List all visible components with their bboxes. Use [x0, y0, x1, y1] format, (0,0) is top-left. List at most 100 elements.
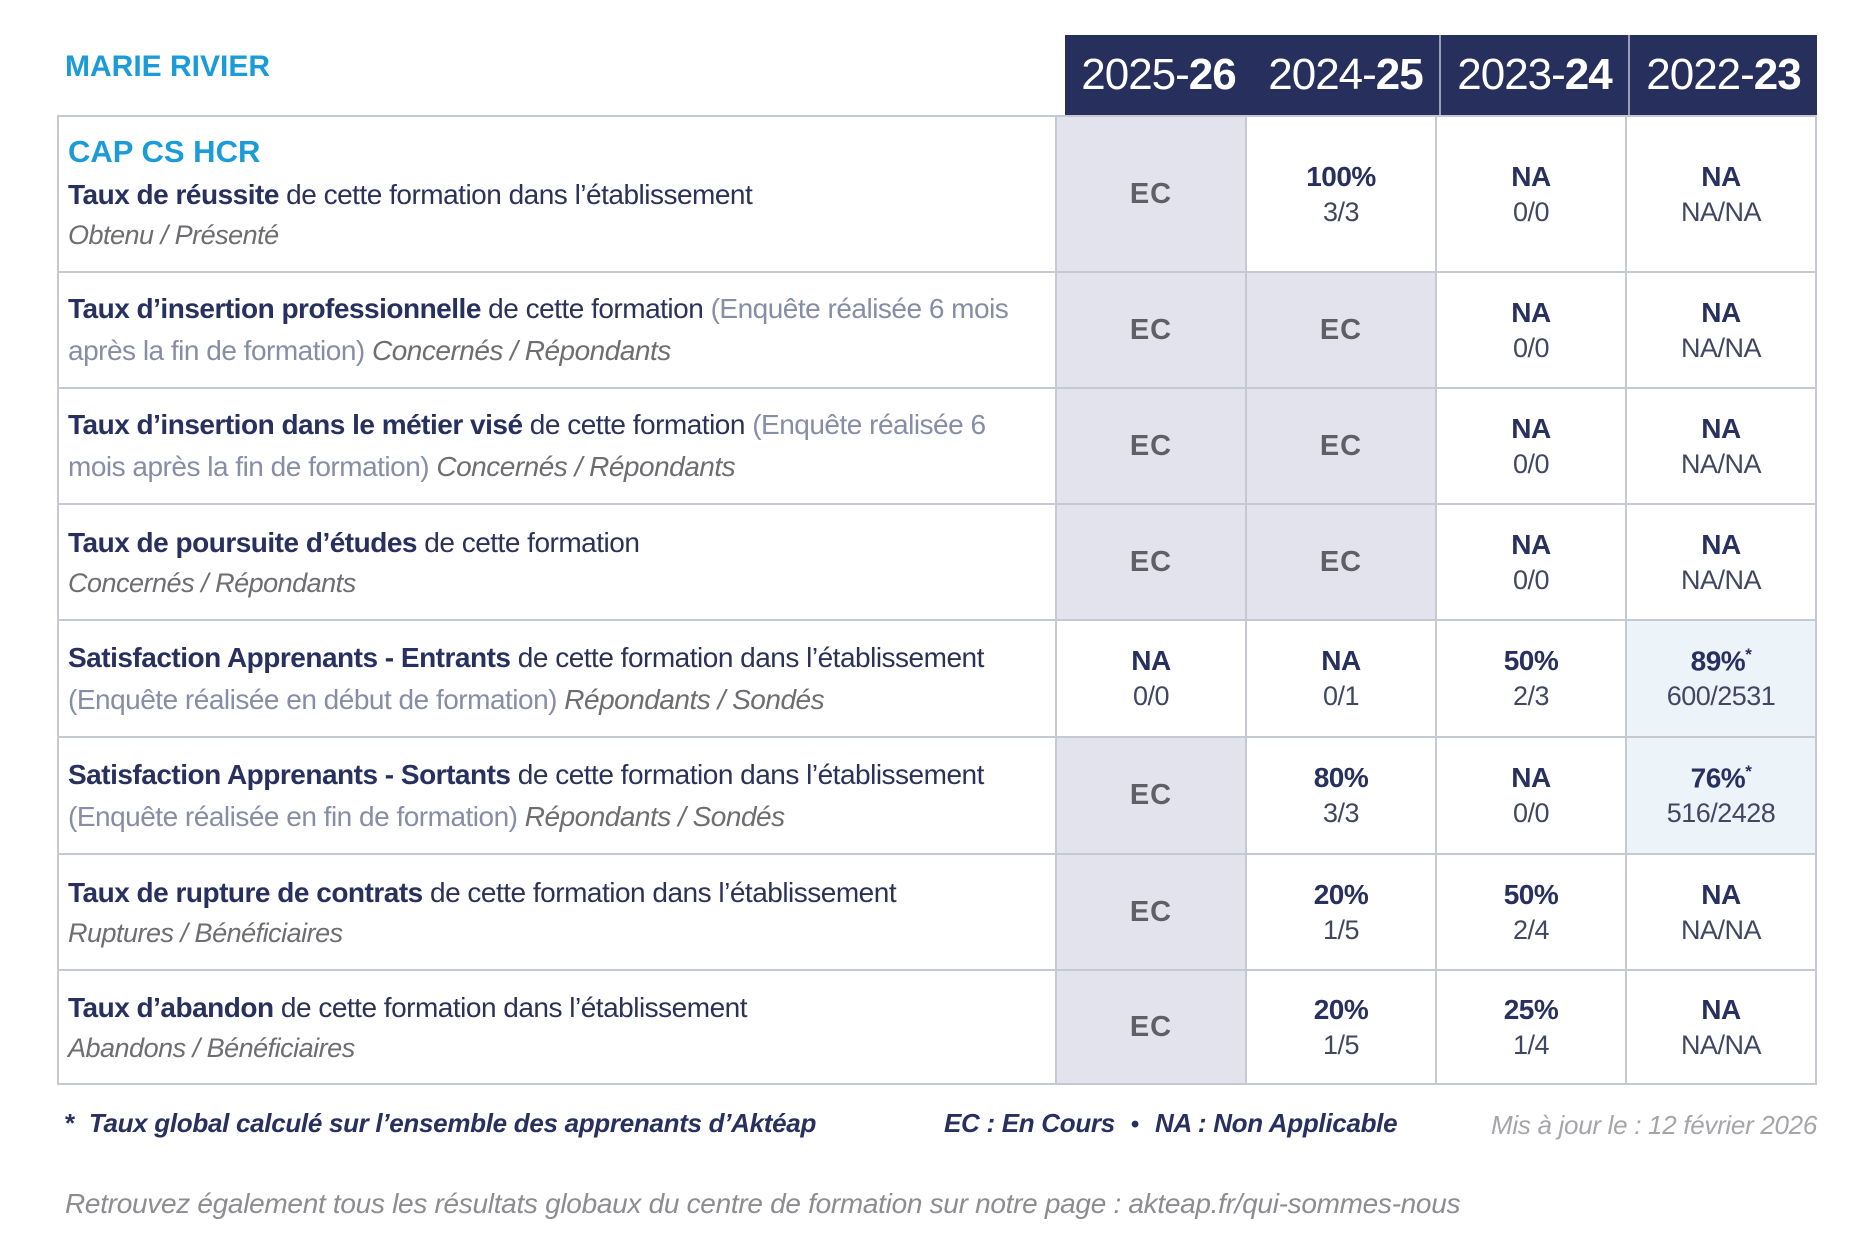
metric-subtitle: Concernés / Répondants [436, 451, 736, 482]
cell-value: 80% [1314, 762, 1369, 794]
status-value: EC [1129, 779, 1173, 811]
cell-value: 76%* [1691, 762, 1752, 794]
status-value: EC [1129, 177, 1173, 210]
metric-text: de cette formation dans l’établissement [273, 992, 748, 1023]
metric-title: Satisfaction Apprenants - Sortants [68, 758, 511, 790]
metric-subtitle: Répondants / Sondés [564, 683, 825, 715]
status-value: EC [1319, 313, 1363, 346]
metric-text: de cette formation [522, 409, 753, 440]
cell-value: NA [1321, 645, 1361, 677]
cell-value-text: NA [1701, 160, 1741, 192]
metric-subtitle: Ruptures / Bénéficiaires [68, 918, 343, 948]
cell-detail: 2/3 [1512, 681, 1550, 711]
metric-note: (Enquête réalisée 6 mois après la fin de… [68, 409, 986, 482]
status-value: EC [1319, 545, 1363, 578]
data-cell: EC [1247, 273, 1435, 387]
metric-note: (Enquête réalisée en début de formation) [68, 683, 565, 715]
cell-detail: 3/3 [1322, 798, 1360, 828]
cell-value-text: 76% [1690, 762, 1746, 794]
cell-value: 50% [1504, 879, 1559, 911]
cell-value: NA [1511, 297, 1551, 329]
status-value: EC [1129, 429, 1173, 462]
cell-detail: 0/0 [1512, 332, 1550, 363]
cell-detail: NA/NA [1680, 196, 1762, 227]
metric-note: (Enquête réalisée en fin de formation) [68, 800, 525, 832]
metric-subtitle: Abandons / Bénéficiaires [68, 1033, 355, 1063]
metric-subtitle: Concernés / Répondants [372, 335, 671, 366]
legend-ec: EC : En Cours [944, 1108, 1115, 1138]
metric-title: Taux d’insertion professionnelle [68, 293, 481, 324]
metric-text: de cette formation dans l’établissement [510, 641, 985, 673]
status-value: EC [1129, 1010, 1173, 1043]
metric-title: Taux d’insertion dans le métier visé [68, 409, 523, 440]
cell-value: NA [1511, 160, 1551, 193]
table-row-label: Taux d’insertion dans le métier visé de … [59, 389, 1055, 503]
cell-value-text: NA [1511, 528, 1551, 560]
table-row-label: Taux de poursuite d’études de cette form… [59, 505, 1055, 619]
cell-value: NA [1701, 160, 1741, 193]
program-title: CAP CS HCR [68, 134, 261, 169]
metric-subtitle: Obtenu / Présenté [68, 220, 279, 250]
data-cell: EC [1057, 738, 1245, 853]
data-cell: 50% 2/3 [1437, 621, 1625, 736]
cell-detail: 516/2428 [1666, 798, 1776, 829]
year-column: 2023- 24 [1439, 35, 1628, 115]
metric-description: Taux d’abandon de cette formation dans l… [68, 987, 1029, 1029]
table-row-label: Satisfaction Apprenants - Entrants de ce… [59, 621, 1055, 736]
cell-detail: 0/0 [1512, 798, 1550, 828]
cell-value-text: NA [1511, 160, 1551, 192]
data-cell: 20% 1/5 [1247, 855, 1435, 969]
cell-value-text: NA [1701, 528, 1741, 560]
data-cell: NA 0/0 [1437, 389, 1625, 503]
cell-value: NA [1701, 878, 1741, 911]
data-cell: EC [1057, 505, 1245, 619]
cell-value-text: NA [1701, 878, 1741, 910]
data-cell: EC [1057, 117, 1245, 271]
cell-value-text: NA [1511, 762, 1551, 793]
metric-title: Taux d’abandon [68, 992, 274, 1023]
cell-value-text: 50% [1503, 645, 1559, 676]
status-value: EC [1319, 429, 1363, 462]
data-cell: EC [1057, 273, 1245, 387]
footnote-star: * [1745, 644, 1752, 664]
data-cell: NA 0/0 [1437, 738, 1625, 853]
status-value: EC [1129, 895, 1173, 928]
data-cell: 89%* 600/2531 [1627, 621, 1815, 736]
cell-value-text: NA [1701, 412, 1741, 444]
data-cell: NA NA/NA [1627, 273, 1815, 387]
metric-description: Satisfaction Apprenants - Sortants de ce… [68, 754, 1029, 838]
cell-value: 100% [1306, 161, 1376, 193]
metric-note: (Enquête réalisée 6 mois après la fin de… [68, 293, 1009, 366]
cell-value: NA [1511, 762, 1551, 794]
footnote-star: * [1745, 761, 1752, 781]
cell-detail: NA/NA [1680, 332, 1762, 363]
cell-value: NA [1511, 413, 1551, 445]
data-cell: EC [1247, 505, 1435, 619]
cell-detail: NA/NA [1680, 448, 1762, 479]
year-column: 2024- 25 [1252, 35, 1439, 115]
cell-value: 20% [1314, 994, 1369, 1026]
data-cell: NA 0/1 [1247, 621, 1435, 736]
year-column: 2025- 26 [1065, 35, 1252, 115]
metric-description: Taux d’insertion dans le métier visé de … [68, 404, 1029, 488]
table-row-label: CAP CS HCR Taux de réussite de cette form… [59, 117, 1055, 271]
data-cell: EC [1247, 389, 1435, 503]
cell-detail: 2/4 [1512, 914, 1550, 945]
data-cell: NA NA/NA [1627, 971, 1815, 1083]
cell-detail: NA/NA [1680, 564, 1762, 595]
metric-description: Taux de rupture de contrats de cette for… [68, 872, 1029, 914]
cell-value: NA [1701, 297, 1741, 329]
data-cell: 80% 3/3 [1247, 738, 1435, 853]
table-row-label: Satisfaction Apprenants - Sortants de ce… [59, 738, 1055, 853]
metric-text: de cette formation dans l’établissement [422, 877, 897, 908]
metric-text: de cette formation dans l’établissement [510, 758, 985, 790]
cell-detail: 0/0 [1512, 564, 1550, 595]
table-row-label: Taux de rupture de contrats de cette for… [59, 855, 1055, 969]
year-prefix: 2023- [1457, 50, 1566, 99]
data-cell: 25% 1/4 [1437, 971, 1625, 1083]
cell-value-text: 25% [1503, 993, 1559, 1025]
footnote-asterisk: * [65, 1108, 75, 1138]
data-cell: 20% 1/5 [1247, 971, 1435, 1083]
data-cell: NA 0/0 [1437, 117, 1625, 271]
data-cell: 100% 3/3 [1247, 117, 1435, 271]
